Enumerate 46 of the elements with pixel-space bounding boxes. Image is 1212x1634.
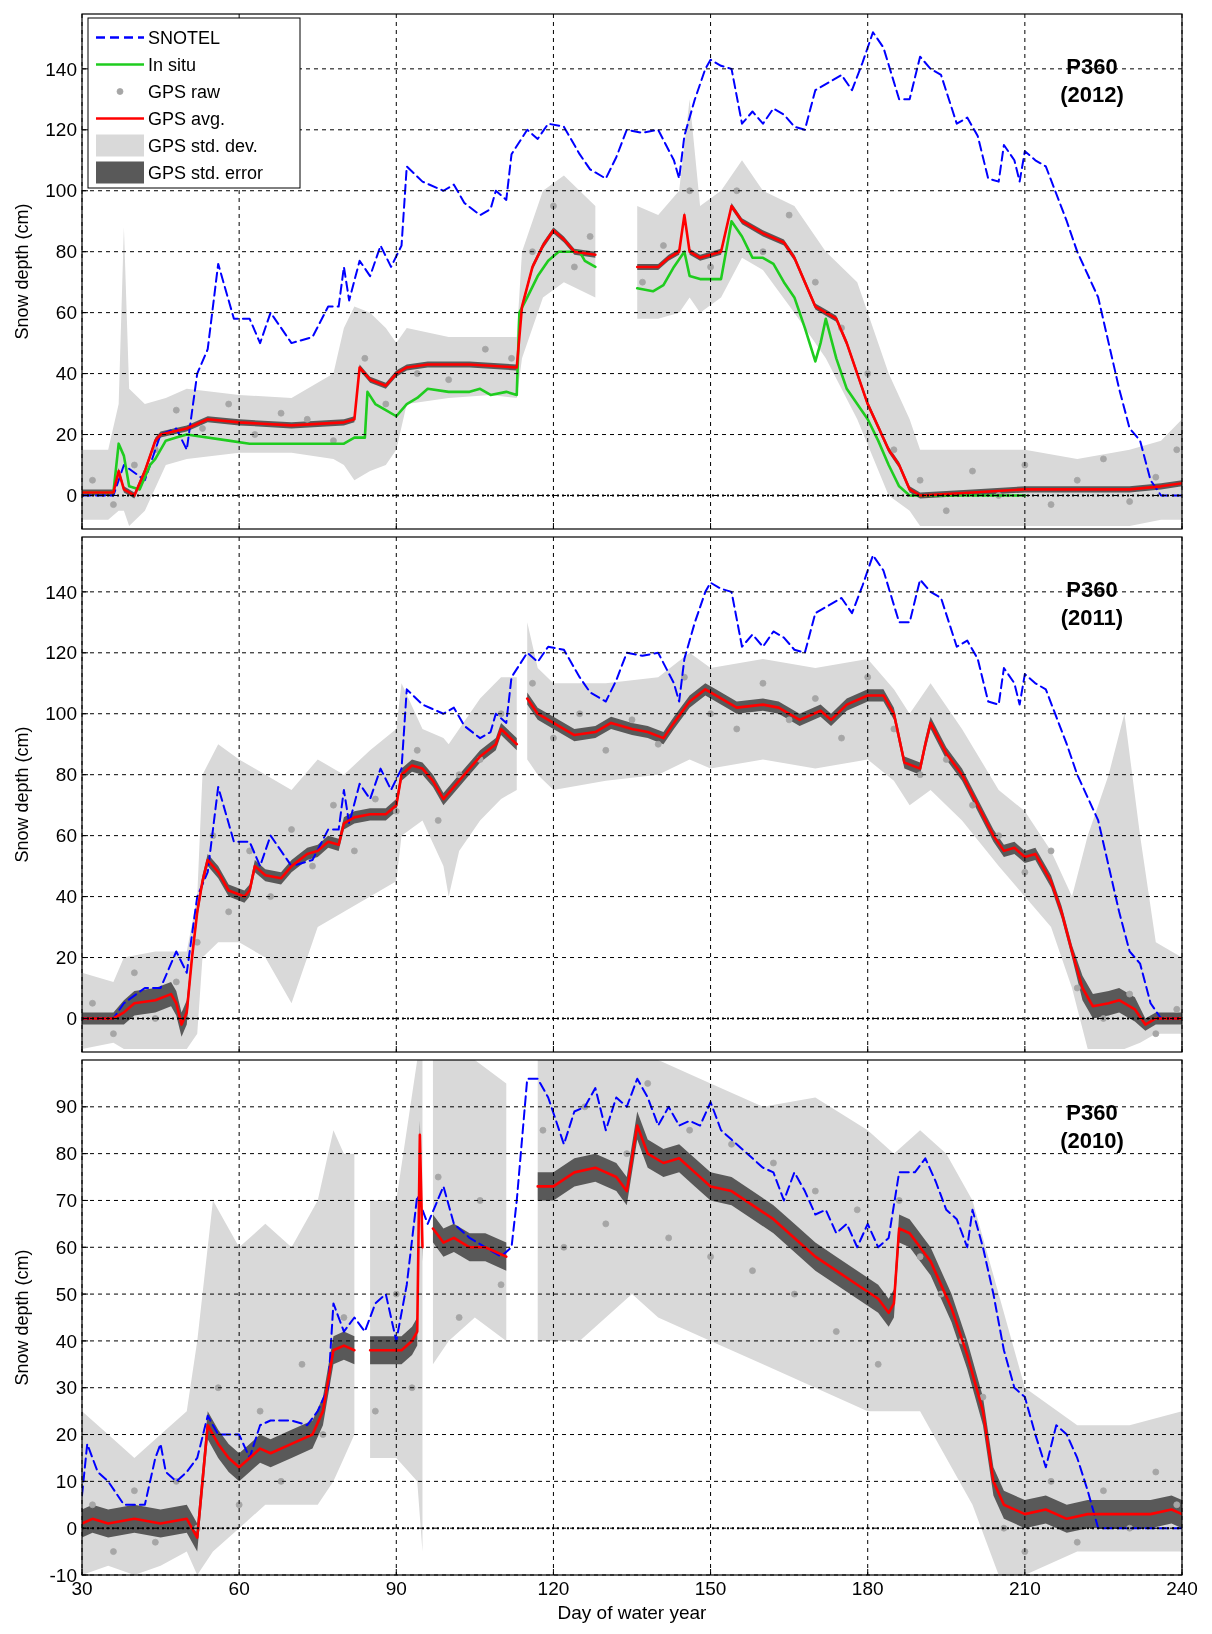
y-tick-label: 40 <box>55 363 77 385</box>
x-tick-label: 180 <box>851 1578 884 1599</box>
legend-label: In situ <box>148 54 197 75</box>
y-axis-title: Snow depth (cm) <box>12 203 32 340</box>
y-tick-label: 90 <box>55 1096 77 1118</box>
y-tick-label: 120 <box>45 119 77 141</box>
y-tick-label: 120 <box>45 642 77 664</box>
x-tick-label: 120 <box>537 1578 570 1599</box>
y-tick-label: 80 <box>55 241 77 263</box>
y-tick-label: 0 <box>66 485 77 507</box>
y-tick-label: 50 <box>55 1283 77 1305</box>
y-tick-label: 60 <box>55 825 77 847</box>
y-tick-label: 80 <box>55 764 77 786</box>
legend-label: GPS avg. <box>148 108 226 129</box>
y-tick-label: 30 <box>55 1377 77 1399</box>
y-tick-label: 40 <box>55 1330 77 1352</box>
y-tick-label: 10 <box>55 1471 77 1493</box>
x-tick-label: 90 <box>385 1578 407 1599</box>
x-tick-label: 240 <box>1166 1578 1198 1599</box>
x-tick-label: 150 <box>694 1578 727 1599</box>
y-axis-title: Snow depth (cm) <box>12 1249 32 1386</box>
x-tick-label: 60 <box>228 1578 250 1599</box>
y-tick-label: 20 <box>55 1424 77 1446</box>
y-tick-label: 20 <box>55 947 77 969</box>
y-tick-label: 40 <box>55 886 77 908</box>
y-tick-label: 70 <box>55 1190 77 1212</box>
y-tick-label: 20 <box>55 424 77 446</box>
y-tick-label: 140 <box>45 58 77 80</box>
y-tick-label: 0 <box>66 1517 77 1539</box>
x-tick-label: 210 <box>1009 1578 1041 1599</box>
legend-label: GPS raw <box>148 81 222 102</box>
y-tick-label: 100 <box>45 180 77 202</box>
y-tick-label: 60 <box>55 1236 77 1258</box>
x-axis-title: Day of water year <box>557 1602 708 1623</box>
text: P360 (2010) <box>1060 1100 1124 1153</box>
y-tick-label: 140 <box>45 581 77 603</box>
y-tick-label: 0 <box>66 1008 77 1030</box>
y-tick-label: 80 <box>55 1143 77 1165</box>
legend-label: GPS std. dev. <box>148 135 258 156</box>
y-axis-title: Snow depth (cm) <box>12 726 32 863</box>
text: P360 (2012) <box>1060 54 1124 107</box>
legend-label: SNOTEL <box>148 27 221 48</box>
text: P360 (2011) <box>1060 577 1124 630</box>
legend-label: GPS std. error <box>148 162 264 183</box>
y-tick-label: 60 <box>55 302 77 324</box>
y-tick-label: 100 <box>45 703 77 725</box>
